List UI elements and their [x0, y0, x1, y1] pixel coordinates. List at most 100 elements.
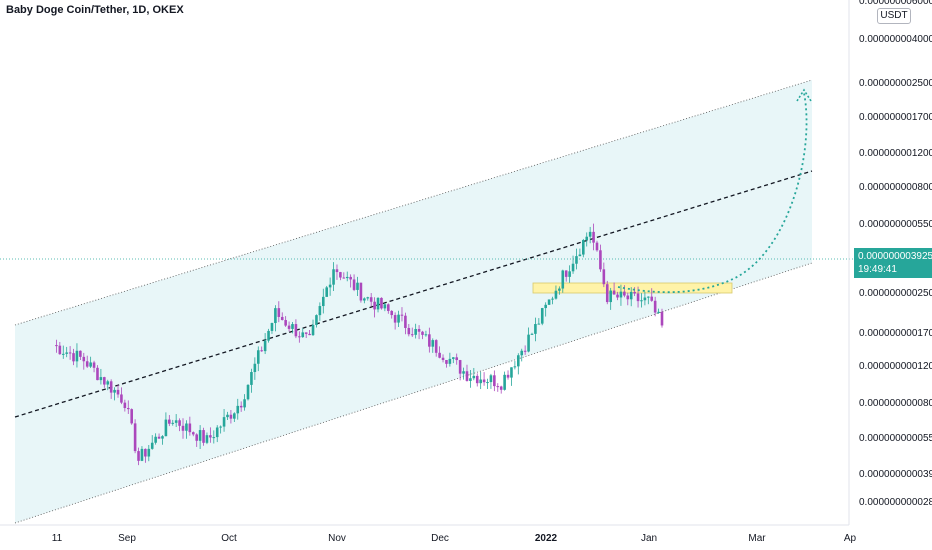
- candle-body[interactable]: [636, 293, 640, 302]
- candle-body[interactable]: [68, 352, 72, 354]
- candle-body[interactable]: [496, 386, 500, 388]
- candle-body[interactable]: [523, 350, 527, 352]
- candle-body[interactable]: [236, 405, 240, 414]
- candle-body[interactable]: [513, 366, 517, 368]
- candle-body[interactable]: [198, 430, 202, 441]
- candle-body[interactable]: [660, 311, 664, 326]
- candle-body[interactable]: [431, 340, 435, 347]
- candle-body[interactable]: [588, 231, 592, 237]
- candle-body[interactable]: [633, 291, 636, 294]
- candle-body[interactable]: [376, 297, 380, 310]
- candle-body[interactable]: [304, 332, 308, 334]
- candle-body[interactable]: [568, 271, 571, 277]
- candle-body[interactable]: [629, 291, 633, 300]
- candle-body[interactable]: [441, 357, 445, 360]
- candle-body[interactable]: [530, 333, 534, 335]
- candle-body[interactable]: [130, 409, 133, 424]
- candle-body[interactable]: [564, 270, 568, 277]
- candle-body[interactable]: [294, 324, 298, 337]
- candle-body[interactable]: [301, 332, 305, 338]
- candle-body[interactable]: [291, 324, 294, 329]
- candle-body[interactable]: [85, 361, 89, 367]
- candle-body[interactable]: [113, 389, 116, 393]
- candle-body[interactable]: [366, 297, 370, 299]
- candle-body[interactable]: [527, 334, 530, 352]
- candle-body[interactable]: [544, 304, 547, 309]
- candle-body[interactable]: [116, 389, 120, 395]
- candle-body[interactable]: [123, 402, 127, 409]
- candle-body[interactable]: [499, 386, 503, 390]
- candle-body[interactable]: [653, 300, 657, 313]
- projection-path[interactable]: [617, 92, 808, 294]
- candle-body[interactable]: [243, 399, 246, 408]
- candle-body[interactable]: [318, 306, 322, 316]
- candle-body[interactable]: [455, 357, 459, 361]
- candle-body[interactable]: [109, 381, 113, 393]
- candle-body[interactable]: [181, 425, 185, 431]
- candle-body[interactable]: [212, 437, 216, 439]
- candle-body[interactable]: [407, 327, 411, 335]
- candle-body[interactable]: [140, 448, 144, 461]
- candle-body[interactable]: [486, 382, 489, 384]
- candle-body[interactable]: [390, 310, 394, 316]
- candle-body[interactable]: [321, 296, 325, 307]
- candle-body[interactable]: [72, 353, 75, 362]
- candle-body[interactable]: [595, 242, 599, 251]
- candle-body[interactable]: [55, 345, 58, 347]
- candle-body[interactable]: [325, 287, 329, 297]
- candle-body[interactable]: [657, 311, 660, 313]
- candle-body[interactable]: [592, 231, 595, 243]
- candle-body[interactable]: [205, 435, 209, 443]
- candle-body[interactable]: [195, 434, 198, 441]
- candle-body[interactable]: [650, 296, 654, 301]
- candle-body[interactable]: [479, 379, 482, 384]
- candle-body[interactable]: [89, 362, 92, 367]
- candle-body[interactable]: [308, 333, 311, 336]
- candle-body[interactable]: [260, 350, 264, 352]
- candle-body[interactable]: [414, 328, 417, 335]
- currency-badge[interactable]: USDT: [877, 8, 911, 24]
- candle-body[interactable]: [493, 375, 496, 387]
- candle-body[interactable]: [96, 367, 99, 381]
- candle-body[interactable]: [602, 269, 606, 285]
- candle-body[interactable]: [188, 423, 192, 433]
- candle-body[interactable]: [99, 377, 103, 381]
- candle-body[interactable]: [202, 430, 205, 443]
- candle-body[interactable]: [339, 272, 342, 278]
- candle-body[interactable]: [61, 353, 65, 355]
- candle-body[interactable]: [647, 296, 650, 298]
- candle-body[interactable]: [229, 414, 233, 419]
- candle-body[interactable]: [482, 379, 486, 383]
- candle-body[interactable]: [342, 277, 346, 279]
- candle-body[interactable]: [605, 284, 609, 303]
- candle-body[interactable]: [434, 340, 438, 353]
- candle-body[interactable]: [103, 377, 106, 385]
- candle-body[interactable]: [472, 375, 476, 379]
- candle-body[interactable]: [171, 422, 175, 424]
- candle-body[interactable]: [233, 413, 236, 419]
- candle-body[interactable]: [75, 350, 79, 362]
- candle-body[interactable]: [397, 314, 400, 323]
- candle-body[interactable]: [643, 297, 647, 301]
- candle-body[interactable]: [174, 420, 178, 423]
- candle-body[interactable]: [612, 290, 616, 295]
- candle-body[interactable]: [144, 448, 147, 457]
- candle-body[interactable]: [640, 300, 643, 302]
- candle-body[interactable]: [359, 282, 363, 301]
- candle-body[interactable]: [609, 290, 612, 303]
- candle-body[interactable]: [582, 240, 585, 255]
- candle-body[interactable]: [554, 290, 558, 299]
- candle-body[interactable]: [506, 374, 510, 378]
- candle-body[interactable]: [250, 372, 253, 385]
- candle-body[interactable]: [349, 276, 352, 280]
- candle-body[interactable]: [284, 320, 287, 326]
- candle-body[interactable]: [424, 334, 428, 336]
- candle-body[interactable]: [335, 269, 339, 273]
- candle-body[interactable]: [469, 378, 472, 381]
- channel-mid-line[interactable]: [14, 170, 813, 418]
- candle-body[interactable]: [298, 336, 301, 338]
- candle-body[interactable]: [561, 270, 565, 289]
- candle-body[interactable]: [448, 358, 452, 364]
- candle-body[interactable]: [380, 297, 383, 309]
